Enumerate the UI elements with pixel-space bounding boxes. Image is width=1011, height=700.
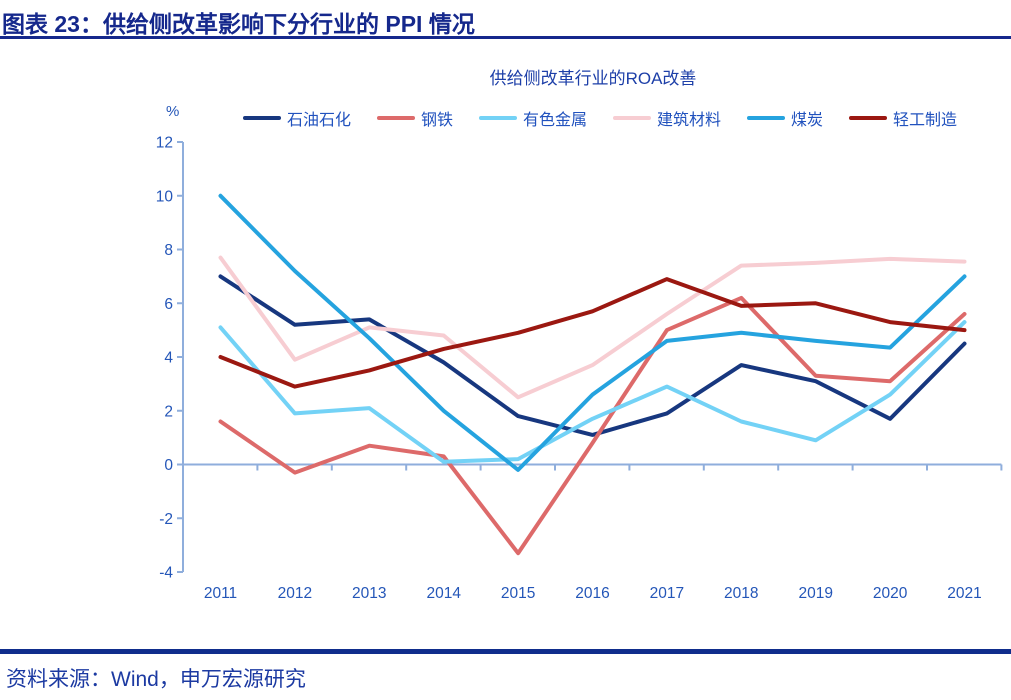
y-tick-label: -4 [159, 565, 173, 582]
x-tick-label: 2018 [724, 585, 758, 602]
x-tick-label: 2021 [947, 585, 981, 602]
legend-label-coal: 煤炭 [791, 112, 824, 129]
legend-label-petrochemical: 石油石化 [286, 112, 351, 129]
legend-label-building-materials: 建筑材料 [657, 112, 722, 129]
y-tick-label: 2 [164, 403, 173, 420]
y-tick-label: 6 [164, 296, 173, 313]
legend-item-petrochemical: 石油石化 [242, 106, 351, 130]
source-text: 资料来源：Wind，申万宏源研究 [6, 668, 306, 691]
y-tick-label: 10 [156, 188, 174, 205]
legend-swatch-building-materials [613, 116, 651, 120]
chart-title: 供给侧改革行业的ROA改善 [489, 69, 697, 88]
x-tick-label: 2015 [501, 585, 535, 602]
y-tick-label: 4 [164, 350, 173, 367]
roa-line-chart: 12 10 8 6 4 2 0 -2 -4 2011 2012 2013 2014 2015 2016 201… [156, 135, 1003, 602]
legend-swatch-steel [376, 116, 415, 120]
legend-label-nonferrous-metals: 有色金属 [522, 112, 587, 129]
y-tick-label: 8 [164, 242, 173, 259]
y-tick-label: 12 [156, 135, 173, 152]
x-tick-label: 2012 [278, 585, 312, 602]
x-tick-label: 2011 [204, 585, 237, 602]
x-tick-label: 2019 [798, 585, 832, 602]
legend-swatch-nonferrous-metals [478, 116, 517, 120]
series-line-petrochemical [218, 274, 967, 437]
series-line-steel [218, 295, 967, 556]
x-tick-label: 2017 [650, 585, 684, 602]
footer-rule [0, 649, 1011, 654]
legend-swatch-light-manufacturing [849, 116, 888, 120]
legend-item-steel: 钢铁 [376, 106, 453, 130]
series-line-building-materials [218, 255, 967, 400]
legend-item-coal: 煤炭 [747, 106, 823, 130]
header-underline [0, 36, 1011, 39]
chart-legend: 石油石化 钢铁 有色金属 建筑材料 煤炭 轻工制造 [190, 106, 1010, 130]
legend-item-nonferrous-metals: 有色金属 [478, 106, 587, 130]
y-tick-label: 0 [164, 457, 173, 474]
legend-label-steel: 钢铁 [420, 112, 453, 129]
y-tick-label: -2 [159, 511, 173, 528]
series-line-nonferrous-metals [218, 320, 967, 464]
x-tick-label: 2013 [352, 585, 386, 602]
x-tick-label: 2016 [575, 585, 609, 602]
x-tick-label: 2020 [873, 585, 908, 602]
x-tick-label: 2014 [426, 585, 461, 602]
legend-item-light-manufacturing: 轻工制造 [849, 106, 957, 130]
figure-header-title: 图表 23：供给侧改革影响下分行业的 PPI 情况 [2, 11, 475, 37]
y-axis-unit-label: % [166, 103, 180, 120]
series-line-coal [218, 193, 967, 472]
legend-swatch-petrochemical [242, 116, 281, 120]
series-line-light-manufacturing [218, 277, 967, 389]
legend-swatch-coal [747, 116, 786, 120]
legend-item-building-materials: 建筑材料 [613, 106, 721, 130]
legend-label-light-manufacturing: 轻工制造 [893, 112, 958, 129]
